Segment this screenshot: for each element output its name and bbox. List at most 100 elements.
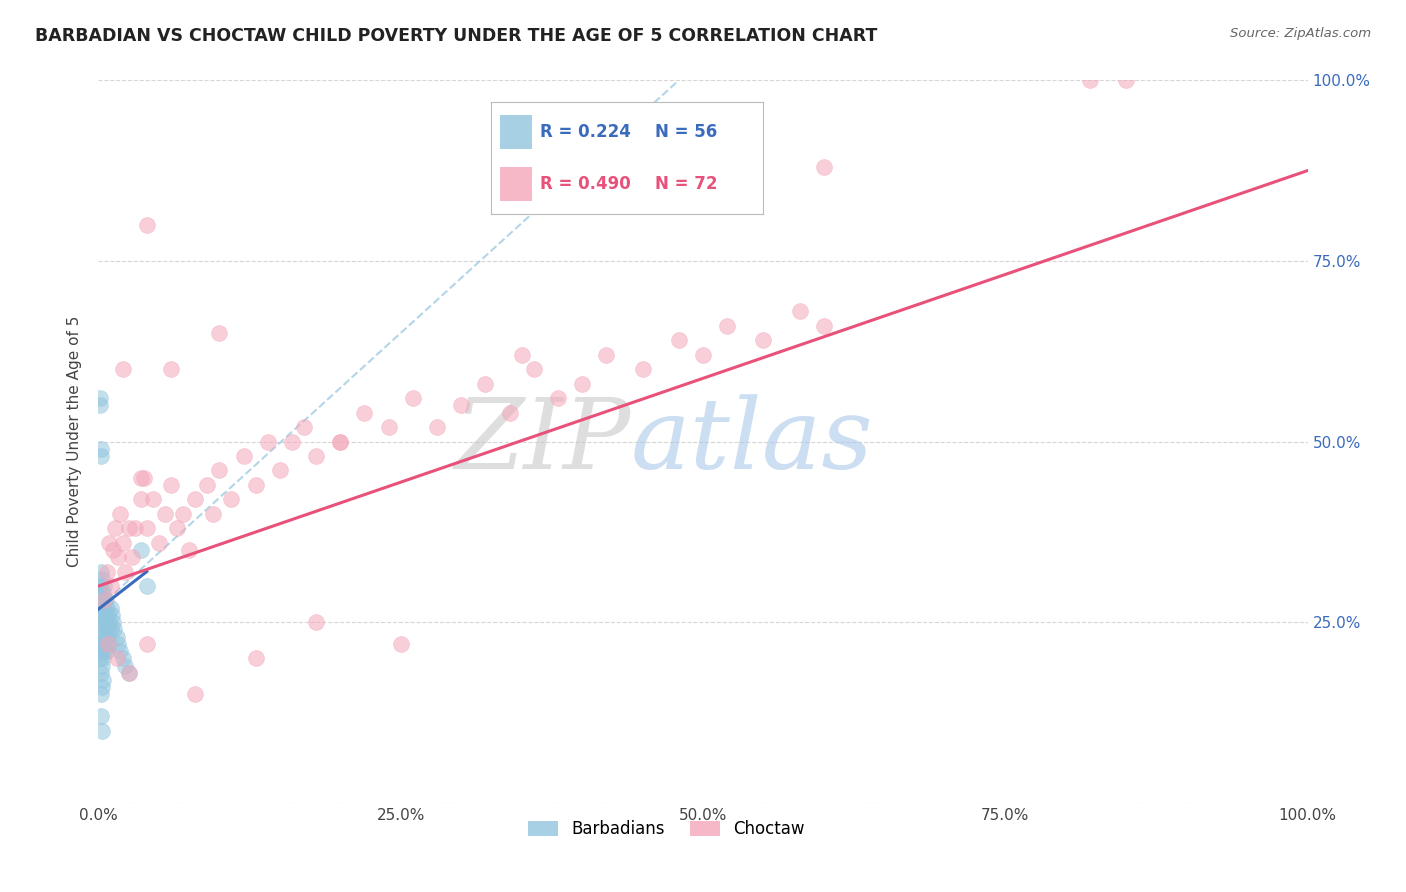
Point <box>752 334 775 348</box>
Point <box>426 420 449 434</box>
Point <box>208 326 231 340</box>
Point <box>100 600 122 615</box>
Point <box>96 644 118 658</box>
Point <box>100 607 122 622</box>
Text: ZIP: ZIP <box>454 394 630 489</box>
Point <box>90 687 112 701</box>
Point <box>100 579 122 593</box>
Point <box>184 492 207 507</box>
Point <box>1115 73 1137 87</box>
Point <box>97 637 120 651</box>
Point <box>100 623 122 637</box>
Point <box>111 535 134 549</box>
Point <box>160 362 183 376</box>
Point <box>256 434 278 449</box>
Point <box>105 651 128 665</box>
Point <box>98 535 121 549</box>
Text: atlas: atlas <box>630 394 873 489</box>
Point <box>450 398 472 412</box>
Point <box>111 651 134 665</box>
Point <box>114 565 136 579</box>
Point <box>107 550 129 565</box>
Point <box>305 615 328 630</box>
Point <box>281 434 304 449</box>
Point <box>402 391 425 405</box>
Point <box>195 478 218 492</box>
Point <box>90 630 112 644</box>
Point <box>245 651 267 665</box>
Point <box>813 318 835 333</box>
Point <box>97 607 120 622</box>
Point <box>118 521 141 535</box>
Y-axis label: Child Poverty Under the Age of 5: Child Poverty Under the Age of 5 <box>67 316 83 567</box>
Point <box>668 334 690 348</box>
Point <box>160 478 183 492</box>
Point <box>129 470 152 484</box>
Point <box>91 637 114 651</box>
Point <box>94 637 117 651</box>
Point <box>789 304 811 318</box>
Point <box>269 463 291 477</box>
Point <box>93 579 115 593</box>
Point <box>142 492 165 507</box>
Point <box>91 615 114 630</box>
Legend: Barbadians, Choctaw: Barbadians, Choctaw <box>522 814 811 845</box>
Point <box>91 593 114 607</box>
Point <box>90 644 112 658</box>
Point <box>98 637 121 651</box>
Text: Source: ZipAtlas.com: Source: ZipAtlas.com <box>1230 27 1371 40</box>
Point <box>129 542 152 557</box>
Point <box>105 630 128 644</box>
Point <box>107 637 129 651</box>
Point <box>89 615 111 630</box>
Point <box>292 420 315 434</box>
Point <box>135 637 157 651</box>
Point <box>202 507 225 521</box>
Point <box>104 521 127 535</box>
Point <box>118 665 141 680</box>
Point <box>91 658 114 673</box>
Point <box>134 470 156 484</box>
Point <box>96 565 118 579</box>
Point <box>90 565 112 579</box>
Point <box>91 651 114 665</box>
Point <box>523 362 546 376</box>
Point <box>91 630 114 644</box>
Point <box>208 463 231 477</box>
Point <box>90 586 112 600</box>
Point <box>103 623 125 637</box>
Point <box>118 665 141 680</box>
Point <box>90 709 112 723</box>
Point <box>91 673 114 687</box>
Point <box>98 615 121 630</box>
Point <box>221 492 243 507</box>
Point <box>377 420 399 434</box>
Point <box>91 723 114 738</box>
Point <box>93 600 115 615</box>
Point <box>94 593 117 607</box>
Point <box>245 478 267 492</box>
Point <box>91 572 114 586</box>
Point <box>232 449 254 463</box>
Text: BARBADIAN VS CHOCTAW CHILD POVERTY UNDER THE AGE OF 5 CORRELATION CHART: BARBADIAN VS CHOCTAW CHILD POVERTY UNDER… <box>35 27 877 45</box>
Point <box>498 406 520 420</box>
Point <box>135 579 157 593</box>
Point <box>813 160 835 174</box>
Point <box>94 615 117 630</box>
Point <box>90 442 112 456</box>
Point <box>135 521 157 535</box>
Point <box>595 348 617 362</box>
Point <box>121 550 143 565</box>
Point <box>108 507 131 521</box>
Point <box>1078 73 1101 87</box>
Point <box>571 376 593 391</box>
Point <box>329 434 352 449</box>
Point <box>97 630 120 644</box>
Point <box>111 362 134 376</box>
Point <box>129 492 152 507</box>
Point <box>93 593 115 607</box>
Point <box>692 348 714 362</box>
Point <box>184 687 207 701</box>
Point <box>305 449 328 463</box>
Point <box>329 434 352 449</box>
